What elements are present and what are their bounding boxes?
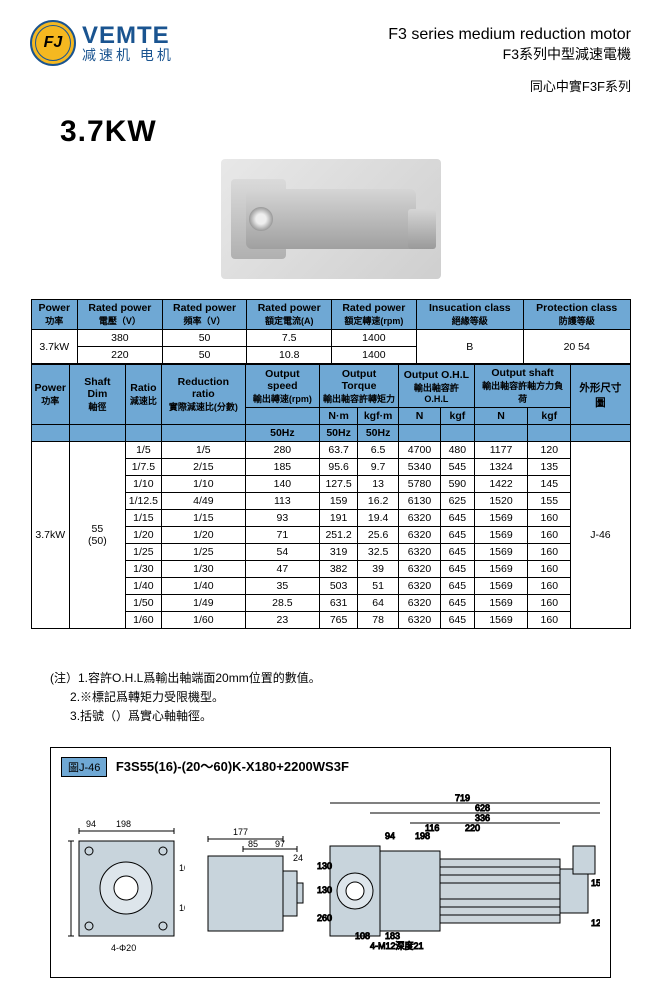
svg-text:94: 94 bbox=[385, 831, 395, 841]
logo-icon: FJ bbox=[30, 20, 76, 66]
diagram-title: F3S55(16)-(20～60)K-X180+2200WS3F bbox=[116, 759, 349, 774]
specs-table-2: Power功率 Shaft Dim軸徑 Ratio減速比 Reduction r… bbox=[31, 364, 631, 629]
svg-text:198: 198 bbox=[116, 819, 131, 829]
svg-text:108: 108 bbox=[179, 863, 185, 873]
diagram-front: 198 94 108 108 4-Φ20 bbox=[61, 811, 185, 961]
th-power: Power功率 bbox=[31, 300, 78, 330]
diagram-side-1: 177 85 97 24 bbox=[193, 811, 307, 961]
title-en: F3 series medium reduction motor bbox=[388, 26, 631, 44]
svg-text:97: 97 bbox=[275, 839, 285, 849]
svg-text:719: 719 bbox=[455, 793, 470, 803]
svg-text:183: 183 bbox=[385, 931, 400, 941]
brand-name-en: VEMTE bbox=[82, 24, 174, 48]
svg-text:220: 220 bbox=[465, 823, 480, 833]
svg-text:260: 260 bbox=[317, 913, 332, 923]
svg-text:108: 108 bbox=[179, 903, 185, 913]
power-heading: 3.7KW bbox=[60, 115, 631, 149]
diagram-side-2: 719 628 336 116 220 94 198 bbox=[315, 791, 600, 961]
logo-text: FJ bbox=[44, 34, 63, 52]
svg-text:628: 628 bbox=[475, 803, 490, 813]
cell-dimref: J-46 bbox=[571, 442, 630, 629]
svg-text:130: 130 bbox=[317, 861, 332, 871]
svg-text:108: 108 bbox=[355, 931, 370, 941]
th-prot: Protection class防護等級 bbox=[523, 300, 630, 330]
svg-text:4-M12深度21: 4-M12深度21 bbox=[370, 940, 424, 951]
th-rpm: Rated power額定轉速(rpm) bbox=[332, 300, 417, 330]
title-cn1: F3系列中型減速電機 bbox=[388, 44, 631, 64]
svg-text:4-Φ20: 4-Φ20 bbox=[111, 943, 136, 953]
th-insul: Insucation class絕緣等級 bbox=[416, 300, 523, 330]
brand-name-cn: 减速机 电机 bbox=[82, 48, 174, 62]
svg-text:156: 156 bbox=[591, 878, 600, 888]
product-image bbox=[221, 159, 441, 279]
svg-text:125: 125 bbox=[591, 918, 600, 928]
cell-prot: 20 54 bbox=[523, 330, 630, 364]
svg-text:94: 94 bbox=[86, 819, 96, 829]
notes: (注）1.容許O.H.L爲輸出軸端面20mm位置的數值。 2.※標記爲轉矩力受限… bbox=[50, 669, 631, 727]
svg-text:24: 24 bbox=[293, 853, 303, 863]
title-cn2: 同心中實F3F系列 bbox=[388, 76, 631, 95]
th-current: Rated power額定電流(A) bbox=[247, 300, 332, 330]
specs-table-1: Power功率 Rated power電壓（V） Rated power頻率（V… bbox=[31, 299, 631, 364]
diagram-section: 圖J-46 F3S55(16)-(20～60)K-X180+2200WS3F 1… bbox=[50, 747, 611, 978]
header-titles: F3 series medium reduction motor F3系列中型減… bbox=[388, 26, 631, 95]
th-freq: Rated power頻率（V） bbox=[162, 300, 247, 330]
svg-text:177: 177 bbox=[233, 827, 248, 837]
cell-power2: 3.7kW bbox=[31, 442, 70, 629]
cell-shaft: 55 (50) bbox=[70, 442, 126, 629]
th-voltage: Rated power電壓（V） bbox=[78, 300, 163, 330]
cell-power: 3.7kW bbox=[31, 330, 78, 364]
diagram-label: 圖J-46 bbox=[61, 757, 107, 777]
brand-logo: FJ VEMTE 减速机 电机 bbox=[30, 20, 174, 66]
svg-text:336: 336 bbox=[475, 813, 490, 823]
cell-insul: B bbox=[416, 330, 523, 364]
svg-text:198: 198 bbox=[415, 831, 430, 841]
svg-text:85: 85 bbox=[248, 839, 258, 849]
svg-text:130: 130 bbox=[317, 885, 332, 895]
